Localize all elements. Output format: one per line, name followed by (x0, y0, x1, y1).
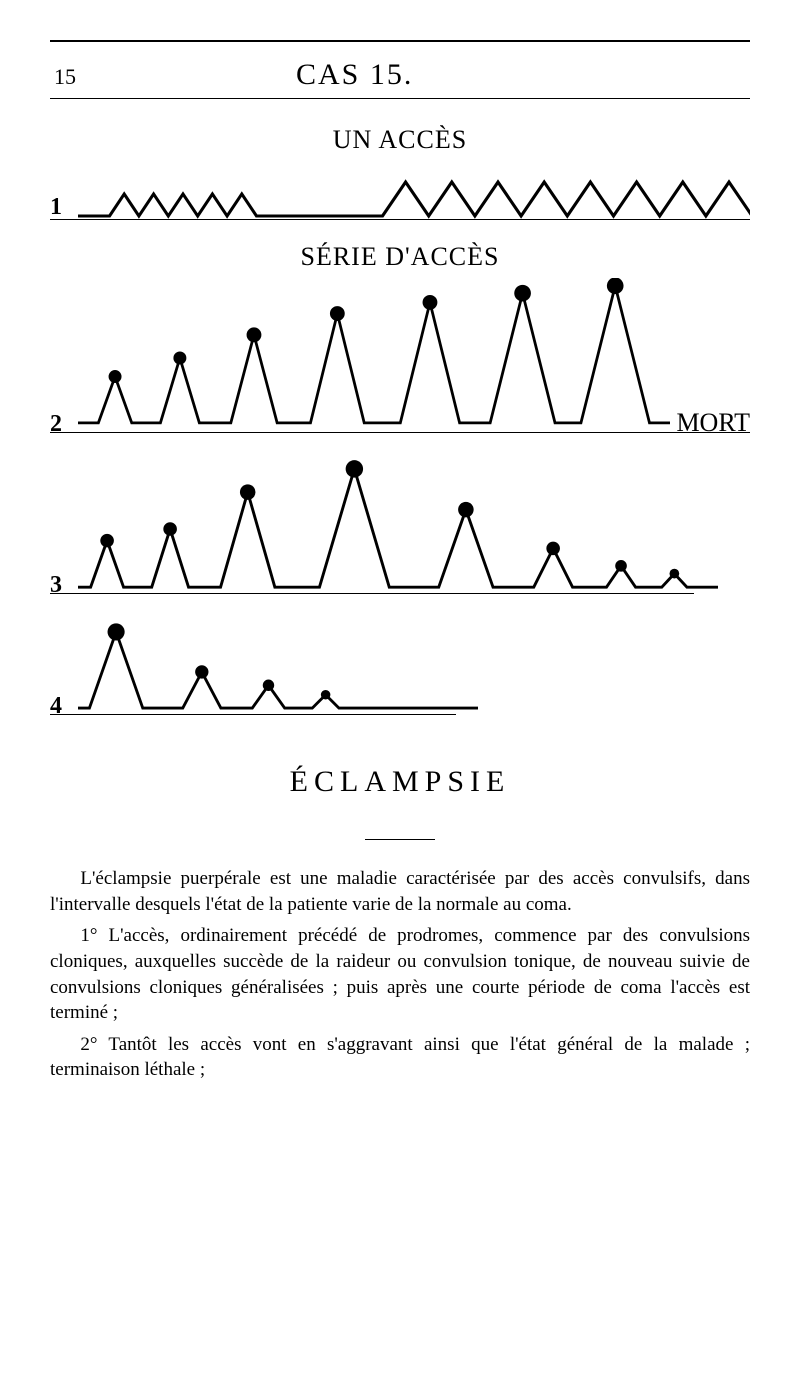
row-4: 4 (50, 620, 750, 720)
row-2: 2 MORT (50, 278, 750, 438)
section-title: ÉCLAMPSIE (50, 765, 750, 799)
trace-decay (78, 620, 478, 720)
page-header: 15 CAS 15. (50, 52, 750, 98)
paragraph-3: 2° Tantôt les accès vont en s'aggravant … (50, 1032, 750, 1083)
row-3-label: 3 (50, 572, 78, 599)
mort-label: MORT (670, 408, 750, 438)
trace-rise-fall (78, 459, 718, 599)
row-4-label: 4 (50, 693, 78, 720)
row-1-label: 1 (50, 194, 78, 221)
paragraph-1: L'éclampsie puerpérale est une maladie c… (50, 866, 750, 917)
trace-serie-escalating (78, 278, 671, 438)
row-2-label: 2 (50, 411, 78, 438)
row-3: 3 (50, 459, 750, 599)
row-1: 1 (50, 161, 750, 221)
case-title: CAS 15. (296, 58, 413, 92)
heading-un-acces: UN ACCÈS (50, 125, 750, 155)
top-rule-2 (50, 98, 750, 99)
title-under-rule (365, 839, 435, 840)
trace-un-acces (78, 161, 750, 221)
paragraph-2: 1° L'accès, ordinairement précédé de pro… (50, 923, 750, 1026)
heading-serie: SÉRIE D'ACCÈS (50, 242, 750, 272)
page-number: 15 (54, 64, 76, 90)
